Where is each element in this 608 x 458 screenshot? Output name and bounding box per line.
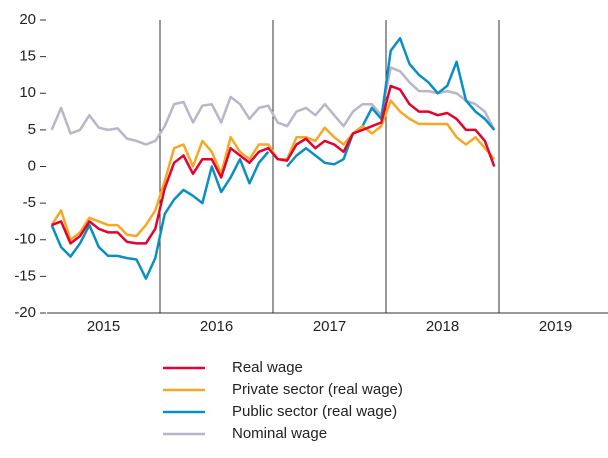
y-tick-label: 10 bbox=[19, 84, 36, 101]
legend-label: Real wage bbox=[232, 359, 303, 376]
x-tick-label: 2018 bbox=[426, 318, 459, 335]
y-tick-label: -5 bbox=[23, 194, 36, 211]
line-series bbox=[51, 84, 496, 245]
x-tick-label: 2019 bbox=[539, 318, 572, 335]
legend-label: Private sector (real wage) bbox=[232, 381, 403, 398]
y-tick-label: 5 bbox=[28, 121, 36, 138]
line-series bbox=[50, 66, 496, 146]
legend-label: Public sector (real wage) bbox=[232, 403, 397, 420]
x-tick-label: 2016 bbox=[200, 318, 233, 335]
y-tick-label: 15 bbox=[19, 48, 36, 65]
x-tick-label: 2015 bbox=[87, 318, 120, 335]
line-series bbox=[50, 37, 496, 280]
legend-label: Nominal wage bbox=[232, 425, 327, 442]
y-tick-label: -10 bbox=[14, 231, 36, 248]
y-tick-label: -15 bbox=[14, 267, 36, 284]
x-tick-label: 2017 bbox=[313, 318, 346, 335]
y-tick-label: 20 bbox=[19, 11, 36, 28]
y-tick-label: -20 bbox=[14, 304, 36, 321]
y-tick-label: 0 bbox=[28, 157, 36, 174]
